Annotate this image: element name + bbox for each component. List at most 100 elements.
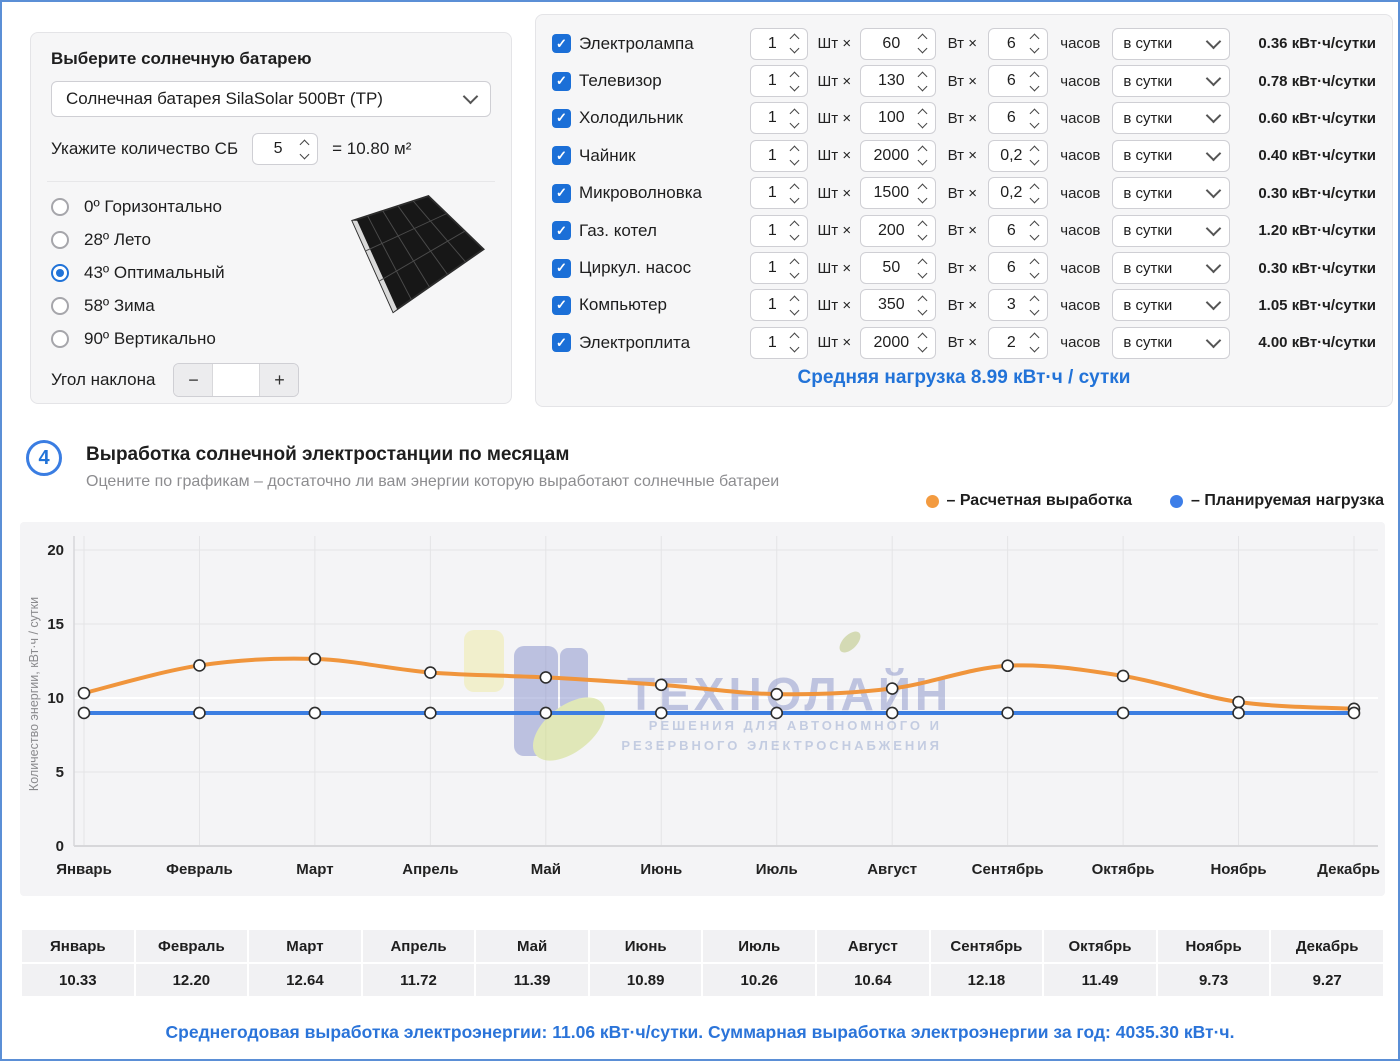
appliance-qty-stepper-increment-icon[interactable]	[790, 295, 800, 305]
radio-button[interactable]	[51, 330, 69, 348]
appliance-watt-stepper-increment-icon[interactable]	[918, 221, 928, 231]
appliance-qty-stepper-increment-icon[interactable]	[790, 71, 800, 81]
appliance-checkbox[interactable]: ✓	[552, 296, 571, 315]
appliance-checkbox[interactable]: ✓	[552, 184, 571, 203]
appliance-watt-stepper-increment-icon[interactable]	[918, 71, 928, 81]
appliance-hours-stepper-increment-icon[interactable]	[1030, 109, 1040, 119]
battery-qty-value[interactable]: 5	[253, 140, 295, 158]
appliance-qty-stepper-decrement-icon[interactable]	[790, 305, 800, 315]
appliance-period-select[interactable]: в сутки	[1112, 215, 1230, 247]
appliance-watt-stepper-increment-icon[interactable]	[918, 295, 928, 305]
appliance-hours-stepper[interactable]: 6	[988, 65, 1048, 97]
appliance-hours-stepper-decrement-icon[interactable]	[1030, 81, 1040, 91]
appliance-checkbox[interactable]: ✓	[552, 333, 571, 352]
appliance-qty-stepper-decrement-icon[interactable]	[790, 156, 800, 166]
appliance-qty-stepper-increment-icon[interactable]	[790, 109, 800, 119]
appliance-qty-stepper[interactable]: 1	[750, 65, 808, 97]
appliance-hours-stepper-value[interactable]: 6	[989, 109, 1025, 127]
appliance-hours-stepper-increment-icon[interactable]	[1030, 146, 1040, 156]
appliance-hours-stepper-increment-icon[interactable]	[1030, 333, 1040, 343]
appliance-hours-stepper-decrement-icon[interactable]	[1030, 44, 1040, 54]
appliance-watt-stepper-value[interactable]: 100	[861, 109, 913, 127]
appliance-watt-stepper-decrement-icon[interactable]	[918, 268, 928, 278]
appliance-hours-stepper[interactable]: 6	[988, 252, 1048, 284]
appliance-period-select[interactable]: в сутки	[1112, 28, 1230, 60]
appliance-watt-stepper-value[interactable]: 1500	[861, 184, 913, 202]
appliance-checkbox[interactable]: ✓	[552, 259, 571, 278]
appliance-qty-stepper-value[interactable]: 1	[751, 109, 785, 127]
battery-qty-stepper[interactable]: 5	[252, 133, 318, 165]
appliance-checkbox[interactable]: ✓	[552, 146, 571, 165]
appliance-watt-stepper-decrement-icon[interactable]	[918, 193, 928, 203]
appliance-hours-stepper-increment-icon[interactable]	[1030, 221, 1040, 231]
appliance-qty-stepper[interactable]: 1	[750, 252, 808, 284]
appliance-watt-stepper-decrement-icon[interactable]	[918, 305, 928, 315]
appliance-watt-stepper-increment-icon[interactable]	[918, 34, 928, 44]
appliance-hours-stepper[interactable]: 2	[988, 327, 1048, 359]
radio-button[interactable]	[51, 231, 69, 249]
appliance-watt-stepper[interactable]: 2000	[860, 140, 936, 172]
appliance-watt-stepper-decrement-icon[interactable]	[918, 119, 928, 129]
appliance-qty-stepper-increment-icon[interactable]	[790, 333, 800, 343]
appliance-qty-stepper[interactable]: 1	[750, 289, 808, 321]
appliance-qty-stepper-decrement-icon[interactable]	[790, 343, 800, 353]
angle-minus-button[interactable]: −	[174, 364, 213, 396]
appliance-period-select[interactable]: в сутки	[1112, 140, 1230, 172]
appliance-hours-stepper-increment-icon[interactable]	[1030, 183, 1040, 193]
appliance-qty-stepper-value[interactable]: 1	[751, 296, 785, 314]
angle-option-4[interactable]: 90º Вертикально	[51, 322, 491, 355]
appliance-qty-stepper[interactable]: 1	[750, 327, 808, 359]
appliance-period-select[interactable]: в сутки	[1112, 252, 1230, 284]
appliance-qty-stepper-increment-icon[interactable]	[790, 183, 800, 193]
decrement-icon[interactable]	[300, 149, 310, 159]
appliance-hours-stepper-increment-icon[interactable]	[1030, 71, 1040, 81]
appliance-checkbox[interactable]: ✓	[552, 72, 571, 91]
appliance-hours-stepper[interactable]: 6	[988, 215, 1048, 247]
appliance-period-select[interactable]: в сутки	[1112, 289, 1230, 321]
angle-plus-button[interactable]: +	[259, 364, 298, 396]
appliance-hours-stepper[interactable]: 6	[988, 102, 1048, 134]
appliance-hours-stepper[interactable]: 3	[988, 289, 1048, 321]
appliance-qty-stepper-increment-icon[interactable]	[790, 221, 800, 231]
appliance-checkbox[interactable]: ✓	[552, 34, 571, 53]
appliance-watt-stepper[interactable]: 50	[860, 252, 936, 284]
appliance-watt-stepper-increment-icon[interactable]	[918, 109, 928, 119]
appliance-qty-stepper[interactable]: 1	[750, 102, 808, 134]
appliance-watt-stepper[interactable]: 60	[860, 28, 936, 60]
appliance-watt-stepper-decrement-icon[interactable]	[918, 81, 928, 91]
appliance-qty-stepper-increment-icon[interactable]	[790, 258, 800, 268]
appliance-qty-stepper-decrement-icon[interactable]	[790, 81, 800, 91]
appliance-period-select[interactable]: в сутки	[1112, 177, 1230, 209]
appliance-hours-stepper-decrement-icon[interactable]	[1030, 305, 1040, 315]
angle-input[interactable]	[213, 364, 259, 396]
appliance-qty-stepper-value[interactable]: 1	[751, 72, 785, 90]
appliance-qty-stepper-decrement-icon[interactable]	[790, 193, 800, 203]
appliance-hours-stepper-decrement-icon[interactable]	[1030, 156, 1040, 166]
appliance-hours-stepper-decrement-icon[interactable]	[1030, 268, 1040, 278]
appliance-hours-stepper-decrement-icon[interactable]	[1030, 119, 1040, 129]
appliance-watt-stepper-decrement-icon[interactable]	[918, 343, 928, 353]
appliance-watt-stepper-increment-icon[interactable]	[918, 333, 928, 343]
appliance-watt-stepper-value[interactable]: 130	[861, 72, 913, 90]
appliance-watt-stepper-value[interactable]: 50	[861, 259, 913, 277]
appliance-qty-stepper[interactable]: 1	[750, 28, 808, 60]
appliance-hours-stepper-value[interactable]: 6	[989, 259, 1025, 277]
appliance-watt-stepper-value[interactable]: 200	[861, 222, 913, 240]
appliance-hours-stepper-value[interactable]: 0,2	[989, 184, 1025, 202]
appliance-qty-stepper-value[interactable]: 1	[751, 334, 785, 352]
appliance-hours-stepper[interactable]: 0,2	[988, 177, 1048, 209]
radio-button-selected[interactable]	[51, 264, 69, 282]
appliance-hours-stepper[interactable]: 6	[988, 28, 1048, 60]
appliance-qty-stepper[interactable]: 1	[750, 140, 808, 172]
appliance-period-select[interactable]: в сутки	[1112, 327, 1230, 359]
appliance-checkbox[interactable]: ✓	[552, 221, 571, 240]
appliance-qty-stepper-value[interactable]: 1	[751, 184, 785, 202]
appliance-period-select[interactable]: в сутки	[1112, 102, 1230, 134]
appliance-hours-stepper-decrement-icon[interactable]	[1030, 193, 1040, 203]
radio-button[interactable]	[51, 198, 69, 216]
appliance-watt-stepper[interactable]: 1500	[860, 177, 936, 209]
appliance-watt-stepper[interactable]: 130	[860, 65, 936, 97]
appliance-qty-stepper-decrement-icon[interactable]	[790, 119, 800, 129]
appliance-hours-stepper-decrement-icon[interactable]	[1030, 343, 1040, 353]
battery-select[interactable]: Солнечная батарея SilaSolar 500Вт (ТР)	[51, 81, 491, 117]
